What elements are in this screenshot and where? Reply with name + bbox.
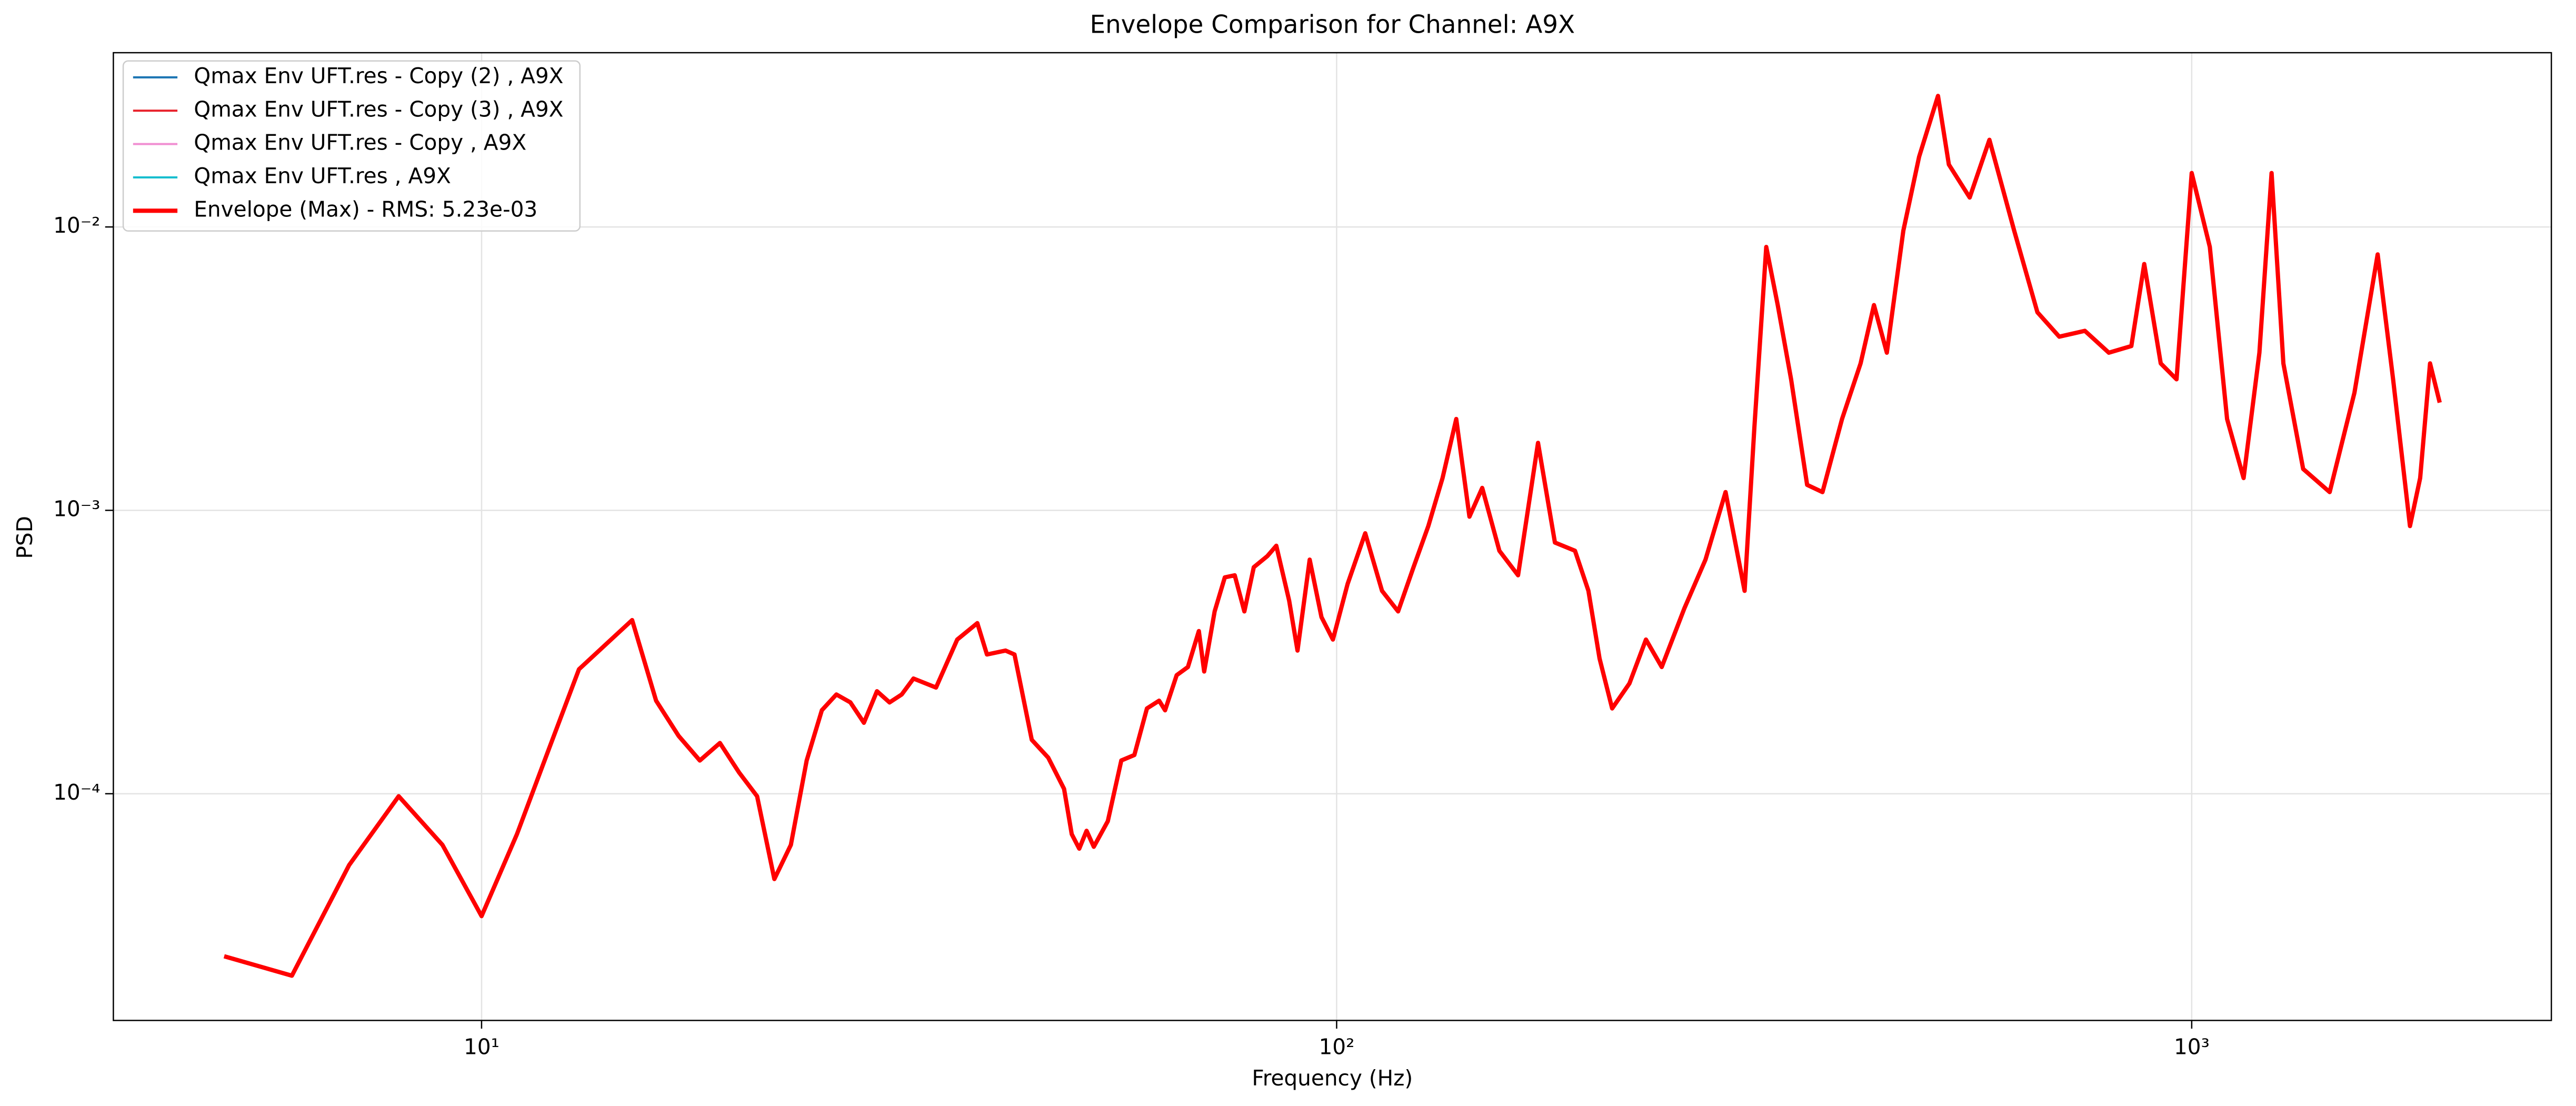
legend-label: Qmax Env UFT.res - Copy , A9X xyxy=(194,130,526,155)
legend-box xyxy=(122,60,581,232)
legend-label: Envelope (Max) - RMS: 5.23e-03 xyxy=(194,196,537,222)
y-tick-label: 10⁻⁴ xyxy=(53,780,100,805)
x-axis-label: Frequency (Hz) xyxy=(1252,1065,1413,1091)
x-tick-label: 10³ xyxy=(2174,1034,2210,1060)
legend-label: Qmax Env UFT.res - Copy (3) , A9X xyxy=(194,96,563,122)
data-line xyxy=(223,94,2442,978)
x-tick-label: 10¹ xyxy=(464,1034,500,1060)
plot-frame xyxy=(113,52,2552,1021)
x-tick-label: 10² xyxy=(1319,1034,1354,1060)
y-tick-label: 10⁻² xyxy=(53,213,100,238)
y-axis-label: PSD xyxy=(12,516,37,559)
legend: Qmax Env UFT.res - Copy (2) , A9X Qmax En… xyxy=(122,60,581,232)
legend-label: Qmax Env UFT.res - Copy (2) , A9X xyxy=(194,63,563,88)
legend-label: Qmax Env UFT.res , A9X xyxy=(194,163,451,188)
y-tick-label: 10⁻³ xyxy=(53,496,100,521)
chart-title: Envelope Comparison for Channel: A9X xyxy=(1090,11,1575,39)
